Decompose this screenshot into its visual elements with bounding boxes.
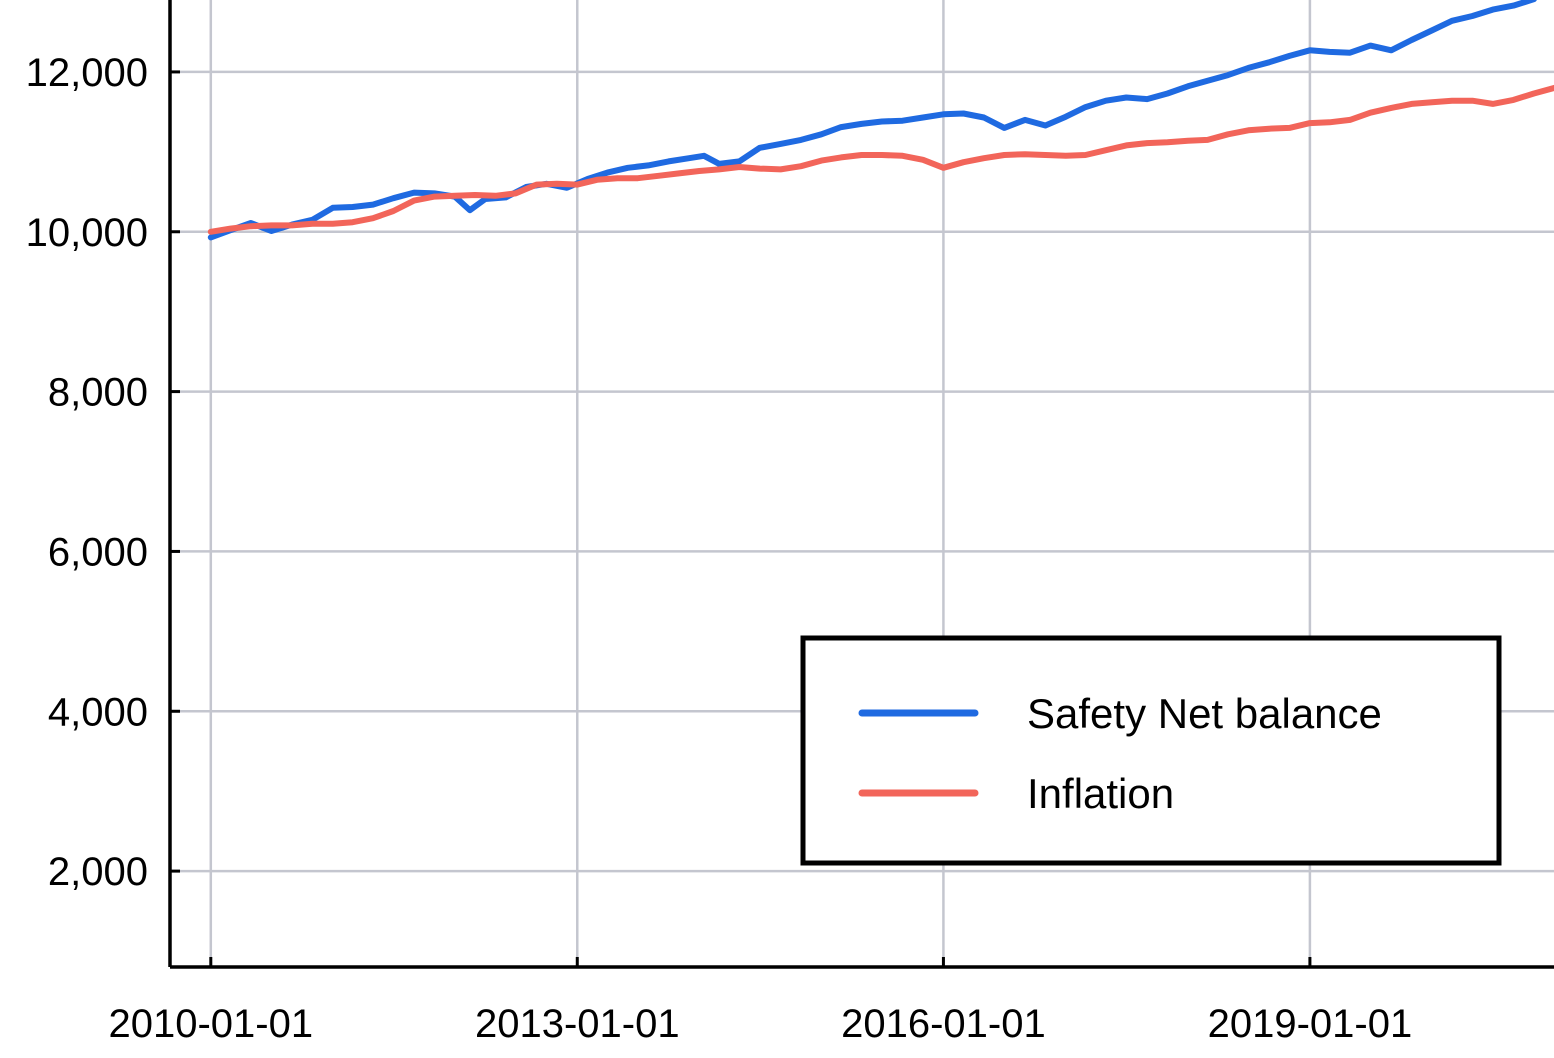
tick-labels: 2,000 4,000 6,000 8,000 10,000 12,000 2010-01-…: [26, 51, 1413, 1046]
legend-label-inflation: Inflation: [1027, 770, 1174, 817]
series-line-safety-net-balance: [207, 0, 1537, 241]
legend-label-safety-net-balance: Safety Net balance: [1027, 690, 1382, 737]
y-tick-label: 8,000: [48, 371, 148, 415]
y-tick-label: 10,000: [26, 211, 148, 255]
x-tick-label: 2013-01-01: [475, 1002, 680, 1046]
series-line-inflation: [207, 84, 1554, 235]
x-tick-label: 2016-01-01: [841, 1002, 1046, 1046]
series-lines: [207, 0, 1554, 241]
y-tick-label: 12,000: [26, 51, 148, 95]
x-tick-label: 2019-01-01: [1208, 1002, 1413, 1046]
x-tick-label: 2010-01-01: [108, 1002, 313, 1046]
axes: [168, 0, 1554, 969]
legend: Safety Net balance Inflation: [800, 635, 1502, 866]
y-tick-label: 2,000: [48, 850, 148, 894]
y-tick-label: 6,000: [48, 530, 148, 574]
legend-box: [800, 635, 1502, 866]
y-tick-label: 4,000: [48, 690, 148, 734]
